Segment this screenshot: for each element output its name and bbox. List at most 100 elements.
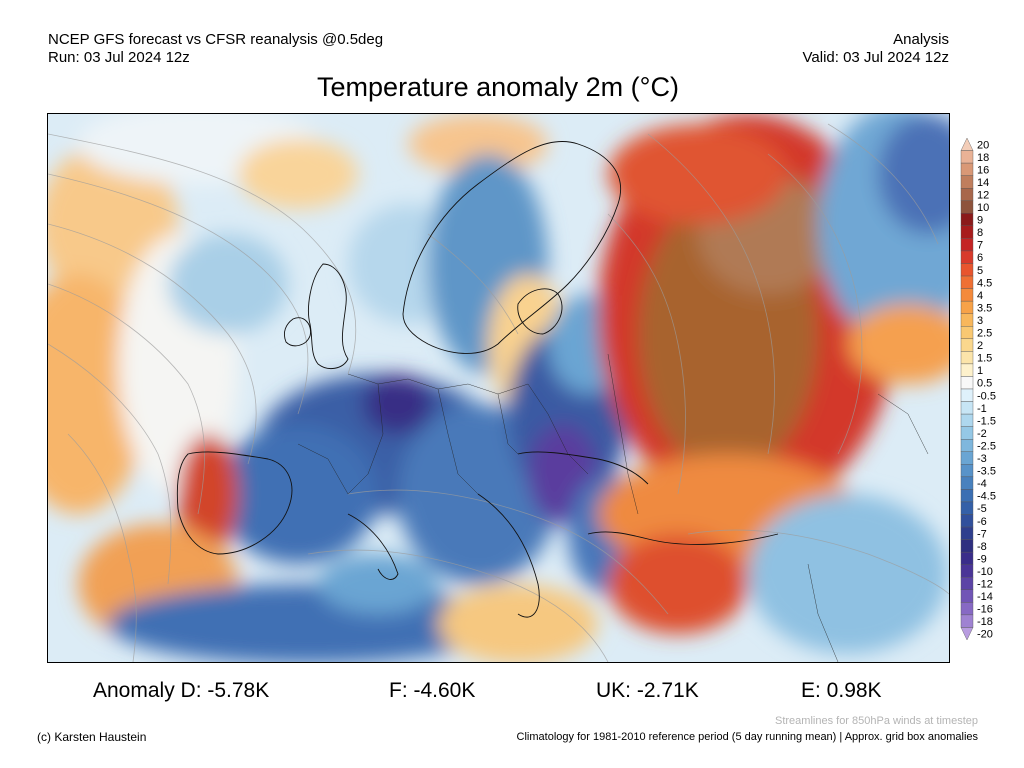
legend-label: 12 (977, 189, 989, 201)
legend-swatch (960, 602, 974, 616)
legend-label: 2.5 (977, 328, 992, 340)
legend-label: -10 (977, 566, 993, 578)
legend-swatch (960, 526, 974, 540)
legend-label: 0.5 (977, 378, 992, 390)
legend-swatch (960, 351, 974, 365)
borders (297, 353, 929, 662)
legend-swatch (960, 213, 974, 227)
legend-swatch (960, 577, 974, 591)
streamlines (48, 123, 949, 662)
legend-swatch (960, 614, 974, 628)
country-anomalies: Anomaly D: -5.78K F: -4.60K UK: -2.71K E… (0, 679, 1024, 705)
legend-label: -4.5 (977, 491, 996, 503)
anomaly-field (48, 114, 949, 662)
legend-swatch (960, 464, 974, 478)
legend-swatch (960, 388, 974, 402)
legend-label: -20 (977, 629, 993, 641)
legend-label: 4.5 (977, 277, 992, 289)
legend-swatch (960, 250, 974, 264)
anomaly-map (47, 113, 950, 663)
legend-label: 1 (977, 365, 983, 377)
legend-swatch (960, 188, 974, 201)
legend-swatch (960, 150, 974, 164)
legend-label: 4 (977, 290, 983, 302)
legend-swatch (960, 589, 974, 603)
legend-swatch (960, 338, 974, 352)
legend-swatch (960, 501, 974, 515)
model-line: NCEP GFS forecast vs CFSR reanalysis @0.… (48, 31, 384, 48)
legend-label: 3.5 (977, 302, 992, 314)
legend-swatch (960, 313, 974, 327)
legend-swatch (960, 401, 974, 415)
legend-swatch (960, 275, 974, 289)
anomaly-uk: UK: -2.71K (596, 679, 699, 702)
legend-swatch (960, 238, 974, 252)
legend-label: 9 (977, 215, 983, 227)
legend-label: -3 (977, 453, 987, 465)
map-title: Temperature anomaly 2m (°C) (317, 72, 679, 102)
legend-label: 7 (977, 240, 983, 252)
legend-swatch (960, 627, 974, 641)
legend-label: -1.5 (977, 415, 996, 427)
legend-swatch (960, 225, 974, 239)
legend-label: 20 (977, 139, 989, 151)
legend-swatch (960, 263, 974, 277)
legend-swatch (960, 476, 974, 490)
legend-swatch (960, 200, 974, 214)
valid-line: Valid: 03 Jul 2024 12z (802, 49, 950, 66)
header-right: Analysis Valid: 03 Jul 2024 12z (803, 31, 950, 67)
legend-label: 18 (977, 152, 989, 164)
anomaly-germany: Anomaly D: -5.78K (93, 679, 270, 702)
legend-label: -18 (977, 616, 993, 628)
header-left: NCEP GFS forecast vs CFSR reanalysis @0.… (48, 31, 383, 67)
legend-label: 10 (977, 202, 989, 214)
legend-label: 2 (977, 340, 983, 352)
legend-swatch (960, 137, 974, 151)
legend-label: 14 (977, 177, 989, 189)
anomaly-spain: E: 0.98K (801, 679, 882, 702)
legend-label: 3 (977, 315, 983, 327)
legend-swatch (960, 300, 974, 314)
legend-label: -5 (977, 503, 987, 515)
legend-swatch (960, 376, 974, 390)
mode-label: Analysis (893, 31, 949, 48)
legend-label: -16 (977, 604, 993, 616)
anomaly-map-canvas (48, 114, 949, 662)
legend-label: 6 (977, 252, 983, 264)
legend-label: -1 (977, 403, 987, 415)
legend-swatch (960, 489, 974, 503)
legend-label: -7 (977, 528, 987, 540)
legend-swatch (960, 439, 974, 452)
legend-label: -8 (977, 541, 987, 553)
legend-swatch (960, 363, 974, 377)
legend-swatch (960, 539, 974, 553)
legend-label: 1.5 (977, 353, 992, 365)
legend-label: -6 (977, 516, 987, 528)
legend-swatch (960, 162, 974, 176)
legend-label: -2 (977, 428, 987, 440)
climatology-note: Climatology for 1981-2010 reference peri… (516, 731, 978, 743)
legend-swatch (960, 326, 974, 340)
copyright: (c) Karsten Haustein (37, 730, 147, 744)
legend-swatch (960, 413, 974, 427)
legend-swatch (960, 451, 974, 465)
legend-label: -4 (977, 478, 987, 490)
legend-label: -9 (977, 553, 987, 565)
legend-swatch (960, 514, 974, 528)
legend-swatch (960, 551, 974, 565)
legend-label: 5 (977, 265, 983, 277)
color-legend: 201816141210987654.543.532.521.510.5-0.5… (960, 137, 996, 641)
legend-label: -12 (977, 579, 993, 591)
anomaly-france: F: -4.60K (389, 679, 476, 702)
legend-swatch (960, 426, 974, 440)
legend-swatch (960, 288, 974, 302)
coastlines (176, 140, 779, 618)
legend-label: -14 (977, 591, 993, 603)
legend-label: 8 (977, 227, 983, 239)
legend-label: -2.5 (977, 440, 996, 452)
run-line: Run: 03 Jul 2024 12z (48, 49, 190, 66)
legend-swatch (960, 564, 974, 578)
legend-label: 16 (977, 164, 989, 176)
streamline-note: Streamlines for 850hPa winds at timestep (775, 715, 978, 727)
legend-label: -0.5 (977, 390, 996, 402)
